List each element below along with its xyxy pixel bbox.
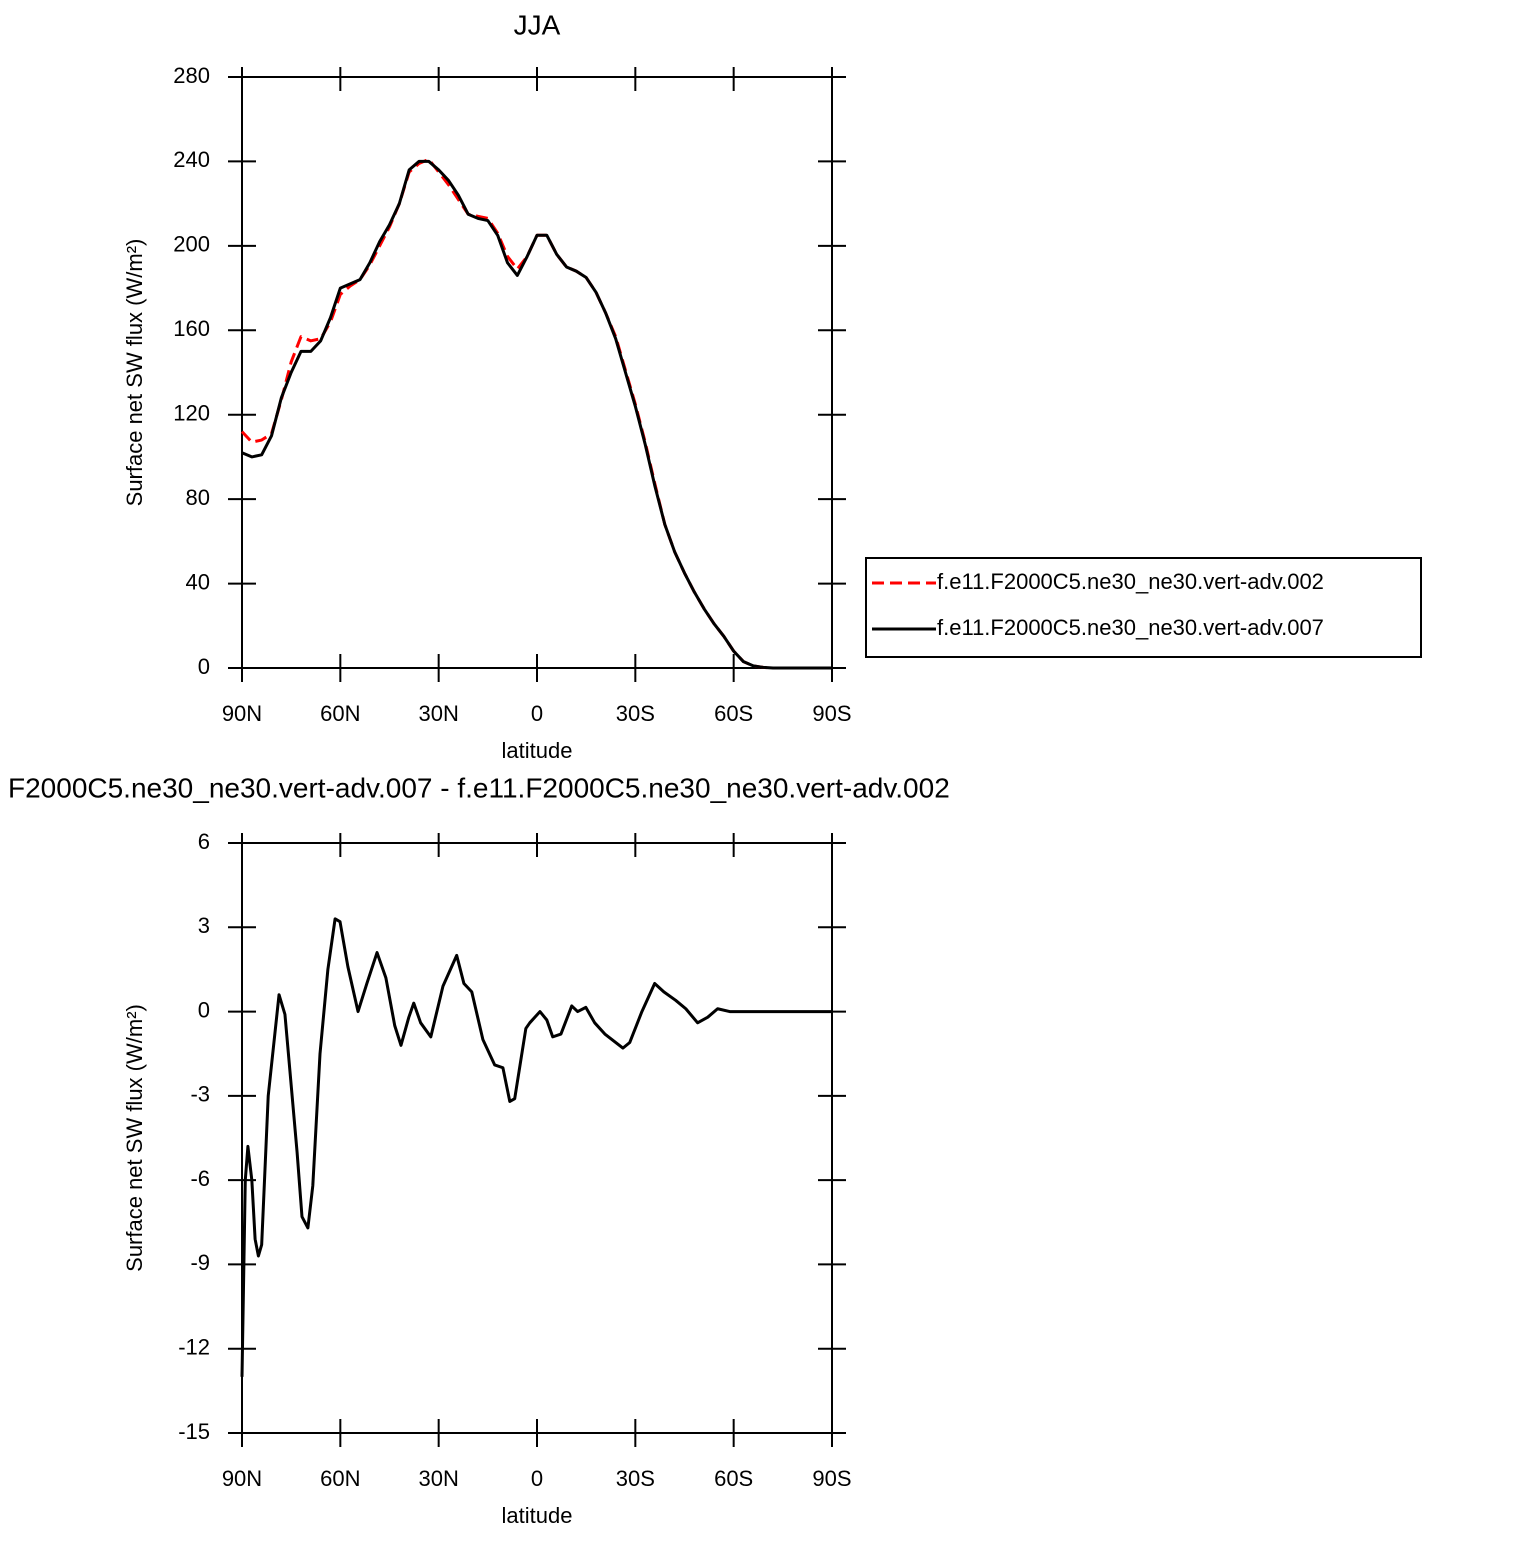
x-tick-label: 60N [320,1466,360,1491]
y-tick-label: -6 [190,1166,210,1191]
y-tick-label: 3 [198,913,210,938]
y-tick-label: -15 [178,1419,210,1444]
x-tick-label: 30N [418,701,458,726]
y-axis-label: Surface net SW flux (W/m²) [122,239,147,507]
x-tick-label: 30S [616,701,655,726]
data-line [240,917,832,1377]
y-tick-label: 0 [198,654,210,679]
x-tick-label: 60S [714,1466,753,1491]
x-tick-label: 0 [531,1466,543,1491]
x-tick-label: 0 [531,701,543,726]
x-tick-label: 90S [812,1466,851,1491]
y-tick-label: 160 [173,316,210,341]
x-tick-label: 90N [222,701,262,726]
data-line [241,159,832,670]
plot-frame [241,76,833,669]
x-tick-label: 30S [616,1466,655,1491]
y-tick-label: 80 [186,485,210,510]
plot-frame [241,842,833,1434]
y-tick-label: 240 [173,147,210,172]
x-tick-label: 90S [812,701,851,726]
y-tick-label: 40 [186,569,210,594]
y-tick-label: 280 [173,63,210,88]
chart-title: JJA [514,9,561,40]
x-tick-label: 90N [222,1466,262,1491]
y-tick-label: 120 [173,401,210,426]
x-axis-label: latitude [502,1503,573,1528]
legend-label: f.e11.F2000C5.ne30_ne30.vert-adv.007 [937,615,1324,640]
y-tick-label: 6 [198,829,210,854]
y-tick-label: -12 [178,1335,210,1360]
x-tick-label: 60N [320,701,360,726]
y-axis-label: Surface net SW flux (W/m²) [122,1004,147,1272]
y-tick-label: -9 [190,1250,210,1275]
x-tick-label: 30N [418,1466,458,1491]
legend-box [865,557,1422,658]
chart-title: F2000C5.ne30_ne30.vert-adv.007 - f.e11.F… [8,772,950,803]
y-tick-label: 0 [198,997,210,1022]
legend-label: f.e11.F2000C5.ne30_ne30.vert-adv.002 [937,569,1324,594]
x-axis-label: latitude [502,738,573,763]
y-tick-label: 200 [173,232,210,257]
y-tick-label: -3 [190,1082,210,1107]
x-tick-label: 60S [714,701,753,726]
